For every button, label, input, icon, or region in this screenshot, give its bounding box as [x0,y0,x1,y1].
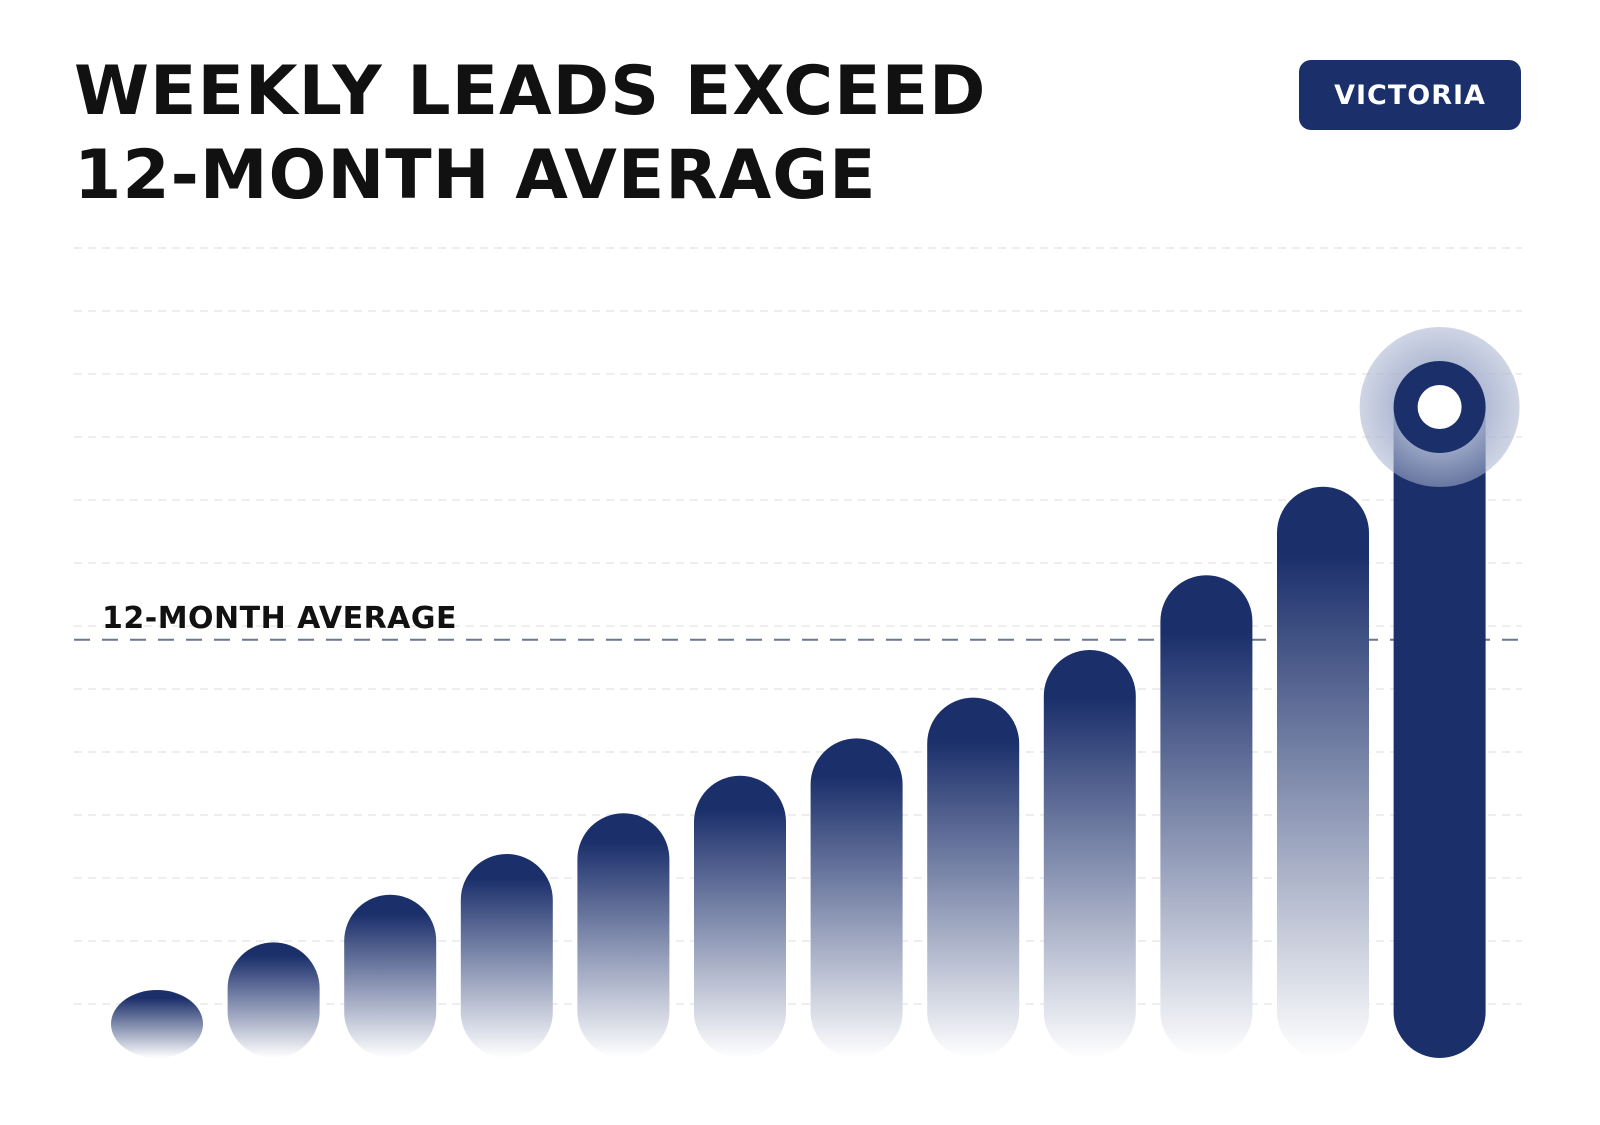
bar [1044,650,1136,1058]
highlight-dot [1418,385,1462,429]
average-label: 12-MONTH AVERAGE [102,601,457,636]
bar [1160,575,1252,1058]
bar [111,990,203,1058]
bar [1277,487,1369,1058]
bar [461,854,553,1058]
bar [694,776,786,1058]
bars [111,361,1486,1058]
highlight-marker [1360,327,1520,487]
bar [228,942,320,1058]
bar [927,698,1019,1058]
bar [811,738,903,1058]
bar [344,895,436,1058]
bar [577,813,669,1058]
